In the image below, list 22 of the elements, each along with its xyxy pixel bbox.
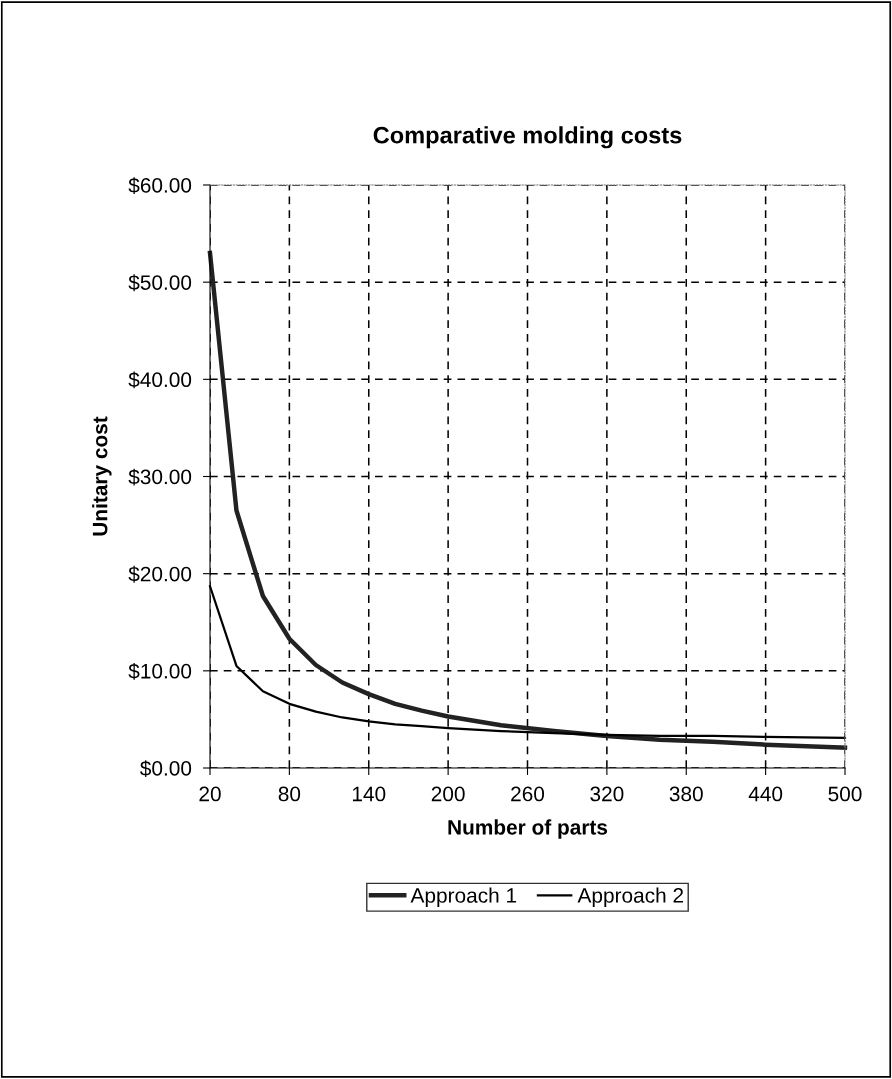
line-series <box>207 250 848 750</box>
y-tick-label: $30.00 <box>128 468 192 486</box>
y-axis-title: Unitary cost <box>92 416 112 536</box>
x-tick-label: 380 <box>669 786 703 802</box>
x-tick-label: 320 <box>590 786 624 802</box>
x-tick-label: 140 <box>352 786 386 802</box>
y-tick-label: $20.00 <box>128 565 192 583</box>
legend-label: Approach 2 <box>577 887 684 907</box>
x-tick-label: 80 <box>278 786 301 802</box>
x-tick-label: 500 <box>828 786 862 802</box>
y-tick-label: $0.00 <box>140 760 192 777</box>
x-tick-label: 440 <box>748 786 783 802</box>
x-tick-label: 200 <box>431 786 465 802</box>
x-axis-title: Number of parts <box>448 819 608 839</box>
y-tick-label: $40.00 <box>128 371 192 389</box>
y-tick-label: $10.00 <box>128 662 192 680</box>
legend-label: Approach 1 <box>410 887 517 907</box>
y-tick-label: $50.00 <box>128 274 192 292</box>
y-tick-label: $60.00 <box>128 177 192 194</box>
x-tick-label: 20 <box>199 786 221 802</box>
chart-title: Comparative molding costs <box>373 126 682 149</box>
x-tick-label: 260 <box>511 786 545 802</box>
